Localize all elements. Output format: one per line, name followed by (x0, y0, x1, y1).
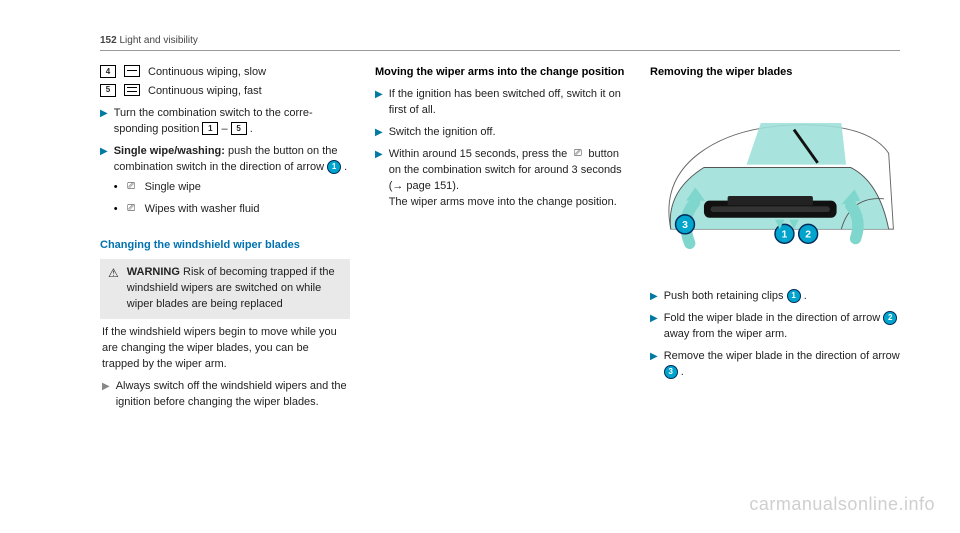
step-arrow-icon: ▶ (650, 312, 658, 343)
sub-item: • ⎚ Wipes with washer fluid (114, 202, 350, 218)
step-item: ▶ Push both retaining clips 1 . (650, 289, 900, 305)
marker-1: 1 (202, 122, 218, 135)
step-arrow-icon: ▶ (100, 145, 108, 224)
step-text: Fold the wiper blade in the direction of… (664, 312, 884, 324)
step-arrow-icon: ▶ (100, 107, 108, 138)
warning-followup: If the windshield wipers begin to move w… (100, 323, 350, 419)
step-text: The wiper arms move into the change posi… (389, 196, 617, 208)
subheading: Removing the wiper blades (650, 65, 900, 81)
step-arrow-icon: ▶ (375, 126, 383, 141)
step-text: Within around 15 seconds, press the (389, 148, 571, 160)
step-arrow-icon: ▶ (375, 148, 383, 211)
page-number: 152 (100, 35, 117, 46)
sub-item: • ⎚ Single wipe (114, 180, 350, 196)
step-arrow-icon: ▶ (102, 380, 110, 411)
header-rule (100, 50, 900, 51)
step-arrow-icon: ▶ (650, 350, 658, 381)
item-label: Continuous wiping, fast (148, 84, 262, 100)
subheading: Changing the windshield wiper blades (100, 238, 350, 254)
step-item: ▶ Turn the combination switch to the cor… (100, 106, 350, 138)
step-text: – (221, 123, 230, 135)
step-item: ▶ Switch the ignition off. (375, 125, 625, 141)
step-text: If the ignition has been switched off, s… (389, 87, 625, 119)
washer-icon: ⎚ (124, 202, 139, 218)
sub-text: Single wipe (145, 180, 201, 196)
svg-text:3: 3 (682, 220, 688, 231)
list-item: 4 Continuous wiping, slow (100, 65, 350, 81)
svg-text:1: 1 (782, 230, 788, 241)
column-3: Removing the wiper blades (650, 35, 900, 419)
sub-text: Wipes with washer fluid (145, 202, 260, 218)
warning-box: ⚠ WARNING Risk of becoming trapped if th… (100, 259, 350, 319)
wipe-fast-icon (124, 84, 140, 96)
marker-circle-2: 2 (883, 311, 897, 325)
watermark: carmanualsonline.info (749, 494, 935, 515)
step-arrow-icon: ▶ (650, 290, 658, 305)
wipe-slow-icon (124, 65, 140, 77)
column-1: 4 Continuous wiping, slow 5 Continuous w… (100, 35, 350, 419)
step-item: ▶ Within around 15 seconds, press the ⎚ … (375, 147, 625, 211)
single-wipe-icon: ⎚ (124, 180, 139, 196)
step-text: Turn the combination switch to the corre… (114, 107, 313, 119)
warning-lead: WARNING (127, 266, 180, 278)
step-text: sponding position (114, 123, 203, 135)
step-text: Always switch off the windshield wipers … (116, 379, 348, 411)
marker-circle-3: 3 (664, 365, 678, 379)
list-item: 5 Continuous wiping, fast (100, 84, 350, 100)
step-text: . (804, 290, 807, 302)
step-item: ▶ Single wipe/washing: push the button o… (100, 144, 350, 224)
marker-5: 5 (100, 84, 116, 97)
step-item: ▶ Remove the wiper blade in the directio… (650, 349, 900, 381)
step-text: . (250, 123, 253, 135)
warning-icon: ⚠ (108, 265, 119, 313)
step-text: Switch the ignition off. (389, 125, 496, 141)
marker-circle-1b: 1 (787, 289, 801, 303)
step-lead: Single wipe/washing: (114, 145, 225, 157)
step-item: ▶ Fold the wiper blade in the direction … (650, 311, 900, 343)
svg-text:2: 2 (805, 230, 811, 241)
bullet-icon: • (114, 202, 118, 218)
warning-para: If the windshield wipers begin to move w… (102, 325, 348, 373)
section-title: Light and visibility (119, 35, 197, 46)
marker-4: 4 (100, 65, 116, 78)
subheading: Moving the wiper arms into the change po… (375, 65, 625, 81)
bullet-icon: • (114, 180, 118, 196)
marker-circle-1: 1 (327, 160, 341, 174)
step-text: Remove the wiper blade in the direction … (664, 350, 900, 362)
column-2: Moving the wiper arms into the change po… (375, 35, 625, 419)
marker-5b: 5 (231, 122, 247, 135)
step-text: . (681, 366, 684, 378)
wiper-diagram: 3 1 2 (650, 87, 900, 267)
washer-icon: ⎚ (570, 147, 585, 162)
step-text: . (344, 161, 347, 173)
step-text: Push both retaining clips (664, 290, 787, 302)
step-item: ▶ If the ignition has been switched off,… (375, 87, 625, 119)
page-header: 152 Light and visibility (100, 35, 198, 46)
step-arrow-icon: ▶ (375, 88, 383, 119)
step-text: away from the wiper arm. (664, 328, 787, 340)
item-label: Continuous wiping, slow (148, 65, 266, 81)
step-item: ▶ Always switch off the windshield wiper… (102, 379, 348, 411)
